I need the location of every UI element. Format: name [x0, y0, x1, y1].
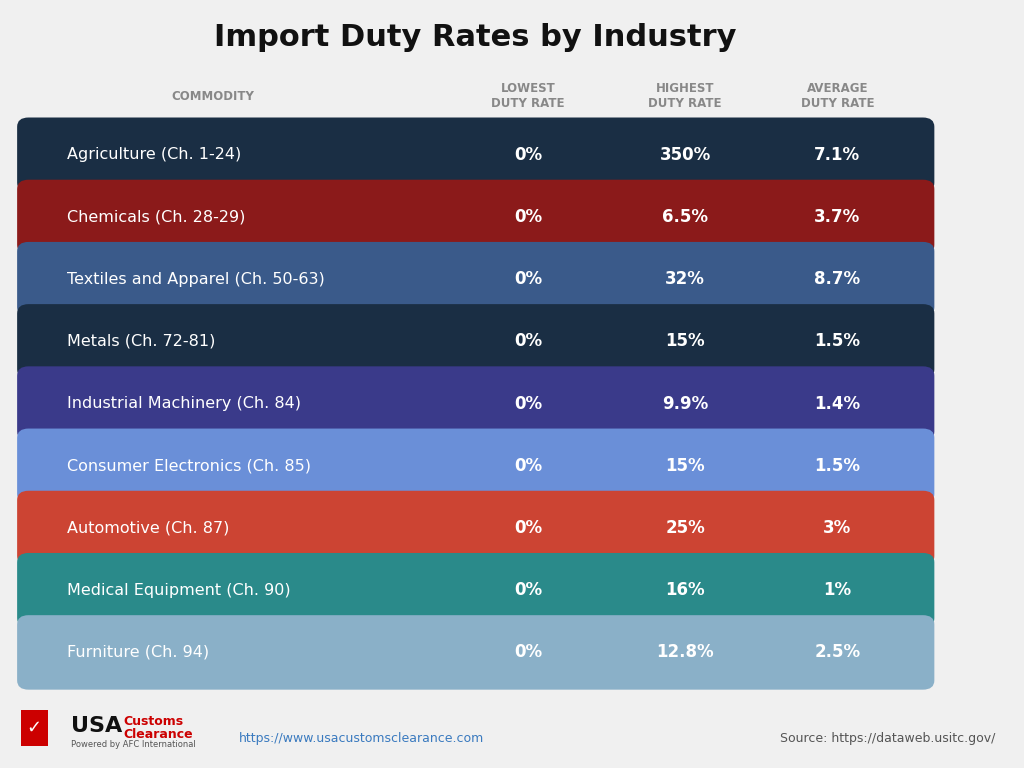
- Text: 0%: 0%: [514, 146, 542, 164]
- Text: 0%: 0%: [514, 457, 542, 475]
- Text: https://www.usacustomsclearance.com: https://www.usacustomsclearance.com: [239, 733, 484, 745]
- Text: Import Duty Rates by Industry: Import Duty Rates by Industry: [214, 23, 737, 52]
- Text: COMMODITY: COMMODITY: [171, 90, 254, 102]
- Text: Textiles and Apparel (Ch. 50-63): Textiles and Apparel (Ch. 50-63): [67, 272, 325, 286]
- Text: 32%: 32%: [666, 270, 705, 288]
- Text: 0%: 0%: [514, 644, 542, 661]
- Text: 15%: 15%: [666, 457, 705, 475]
- Text: Industrial Machinery (Ch. 84): Industrial Machinery (Ch. 84): [67, 396, 301, 411]
- Text: 6.5%: 6.5%: [663, 208, 708, 226]
- Text: 12.8%: 12.8%: [656, 644, 714, 661]
- Text: 2.5%: 2.5%: [814, 644, 860, 661]
- Text: HIGHEST
DUTY RATE: HIGHEST DUTY RATE: [648, 82, 722, 110]
- Text: 0%: 0%: [514, 270, 542, 288]
- Text: 1.5%: 1.5%: [814, 457, 860, 475]
- Text: Chemicals (Ch. 28-29): Chemicals (Ch. 28-29): [67, 210, 245, 224]
- Text: Powered by AFC International: Powered by AFC International: [72, 740, 197, 750]
- Text: 350%: 350%: [659, 146, 711, 164]
- Text: Furniture (Ch. 94): Furniture (Ch. 94): [67, 645, 209, 660]
- Text: 3.7%: 3.7%: [814, 208, 860, 226]
- Text: 0%: 0%: [514, 333, 542, 350]
- Text: 0%: 0%: [514, 208, 542, 226]
- Text: Clearance: Clearance: [124, 728, 194, 740]
- Text: Source: https://dataweb.usitc.gov/: Source: https://dataweb.usitc.gov/: [780, 733, 995, 745]
- Text: LOWEST
DUTY RATE: LOWEST DUTY RATE: [492, 82, 565, 110]
- FancyBboxPatch shape: [17, 242, 934, 316]
- Text: 8.7%: 8.7%: [814, 270, 860, 288]
- FancyBboxPatch shape: [17, 118, 934, 192]
- FancyBboxPatch shape: [17, 615, 934, 690]
- Text: 15%: 15%: [666, 333, 705, 350]
- Text: Customs: Customs: [124, 716, 184, 728]
- Text: Automotive (Ch. 87): Automotive (Ch. 87): [67, 521, 229, 535]
- Text: Metals (Ch. 72-81): Metals (Ch. 72-81): [67, 334, 215, 349]
- Text: 0%: 0%: [514, 581, 542, 599]
- Text: 9.9%: 9.9%: [662, 395, 709, 412]
- Text: Agriculture (Ch. 1-24): Agriculture (Ch. 1-24): [67, 147, 241, 162]
- Text: 1%: 1%: [823, 581, 851, 599]
- FancyBboxPatch shape: [17, 553, 934, 627]
- Text: 7.1%: 7.1%: [814, 146, 860, 164]
- Text: 0%: 0%: [514, 519, 542, 537]
- Text: ✓: ✓: [27, 719, 42, 737]
- Text: 0%: 0%: [514, 395, 542, 412]
- Text: 16%: 16%: [666, 581, 705, 599]
- Text: Consumer Electronics (Ch. 85): Consumer Electronics (Ch. 85): [67, 458, 310, 473]
- FancyBboxPatch shape: [17, 180, 934, 254]
- Text: AVERAGE
DUTY RATE: AVERAGE DUTY RATE: [801, 82, 874, 110]
- FancyBboxPatch shape: [17, 491, 934, 565]
- FancyBboxPatch shape: [17, 429, 934, 503]
- FancyBboxPatch shape: [17, 304, 934, 379]
- Text: 1.4%: 1.4%: [814, 395, 860, 412]
- Text: 3%: 3%: [823, 519, 851, 537]
- Text: USA: USA: [72, 716, 123, 736]
- Text: 25%: 25%: [666, 519, 705, 537]
- FancyBboxPatch shape: [17, 366, 934, 441]
- Text: 1.5%: 1.5%: [814, 333, 860, 350]
- Text: Medical Equipment (Ch. 90): Medical Equipment (Ch. 90): [67, 583, 290, 598]
- FancyBboxPatch shape: [20, 710, 47, 746]
